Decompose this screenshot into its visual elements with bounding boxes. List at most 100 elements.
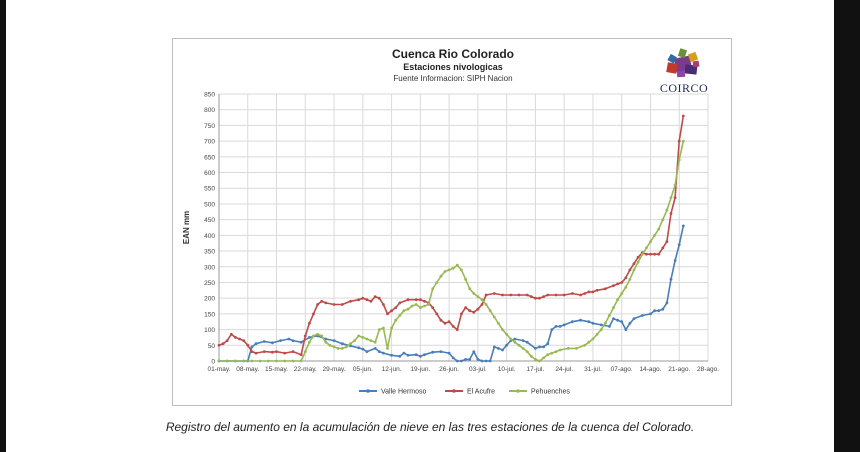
y-tick-label: 250 xyxy=(204,280,215,287)
x-tick-label: 07-ago. xyxy=(611,366,633,373)
data-point xyxy=(550,328,554,331)
legend-marker xyxy=(452,389,456,393)
chart-subtitle: Estaciones nivologicas xyxy=(403,62,503,72)
y-tick-label: 850 xyxy=(204,92,215,99)
data-point xyxy=(250,345,254,349)
data-point xyxy=(583,292,587,295)
data-point xyxy=(455,263,459,267)
data-point xyxy=(653,309,656,313)
data-point xyxy=(439,318,443,322)
figure-caption: Registro del aumento en la acumulación d… xyxy=(165,420,695,434)
data-point xyxy=(435,281,439,284)
x-tick-label: 12-jun. xyxy=(382,366,402,373)
data-point xyxy=(562,323,566,327)
data-point xyxy=(357,346,361,350)
data-point xyxy=(357,334,361,338)
data-point xyxy=(308,340,311,344)
data-point xyxy=(427,303,430,306)
data-point xyxy=(386,312,389,316)
data-point xyxy=(340,347,344,350)
data-point xyxy=(394,318,398,322)
data-point xyxy=(587,290,591,294)
data-point xyxy=(361,296,365,300)
legend-entry: Valle Hermoso xyxy=(359,389,426,396)
data-point xyxy=(624,285,628,289)
data-point xyxy=(645,252,648,256)
data-point xyxy=(291,350,295,353)
legend-label: Valle Hermoso xyxy=(381,389,426,396)
data-point xyxy=(624,276,628,280)
data-point xyxy=(612,284,615,287)
x-tick-label: 17-jul. xyxy=(527,366,545,373)
data-point xyxy=(649,252,652,256)
data-point xyxy=(645,246,648,250)
data-point xyxy=(365,337,369,341)
data-point xyxy=(669,277,673,281)
y-tick-label: 650 xyxy=(204,154,215,161)
data-point xyxy=(649,312,652,316)
data-point xyxy=(361,347,365,351)
data-point xyxy=(587,320,591,324)
data-point xyxy=(349,299,352,303)
data-point xyxy=(345,345,348,349)
data-point xyxy=(320,299,324,303)
data-point xyxy=(513,340,517,344)
data-point xyxy=(451,356,455,360)
data-point xyxy=(291,359,295,363)
right-border-bar xyxy=(834,0,860,452)
data-point xyxy=(525,350,529,353)
data-point xyxy=(373,295,377,298)
data-point xyxy=(406,353,410,357)
legend-marker xyxy=(366,389,370,393)
data-point xyxy=(497,321,500,325)
data-point xyxy=(250,350,254,353)
y-tick-label: 350 xyxy=(204,249,215,256)
y-tick-label: 600 xyxy=(204,170,215,177)
data-point xyxy=(423,304,426,308)
data-point xyxy=(529,295,533,298)
data-point xyxy=(616,298,619,302)
data-point xyxy=(435,312,439,316)
x-tick-label: 05-jun. xyxy=(353,366,373,373)
data-point xyxy=(546,353,550,357)
data-point xyxy=(636,260,640,264)
data-point xyxy=(423,353,426,357)
data-point xyxy=(365,350,369,353)
x-tick-label: 10-jul. xyxy=(498,366,516,373)
data-point xyxy=(653,252,656,256)
data-point xyxy=(608,314,611,317)
data-point xyxy=(661,218,665,222)
data-point xyxy=(632,268,636,272)
data-point xyxy=(439,274,443,278)
data-point xyxy=(410,304,414,308)
data-point xyxy=(665,301,669,305)
data-point xyxy=(550,351,554,355)
data-point xyxy=(431,306,435,309)
data-point xyxy=(665,208,669,212)
legend-entry: El Acufre xyxy=(445,389,495,396)
data-point xyxy=(525,340,529,344)
data-point xyxy=(439,350,443,353)
data-point xyxy=(579,318,582,322)
data-point xyxy=(488,309,492,313)
data-point xyxy=(373,340,377,344)
data-point xyxy=(299,359,303,363)
x-tick-label: 29-may. xyxy=(323,366,346,373)
y-tick-label: 150 xyxy=(204,311,215,318)
data-point xyxy=(497,347,500,350)
y-tick-label: 300 xyxy=(204,264,215,271)
data-point xyxy=(340,342,344,346)
data-point xyxy=(217,359,221,363)
data-point xyxy=(361,336,365,339)
data-point xyxy=(587,340,591,344)
data-point xyxy=(246,343,250,347)
data-point xyxy=(628,321,632,325)
data-point xyxy=(480,298,484,302)
data-point xyxy=(382,303,385,306)
data-point xyxy=(299,353,303,357)
data-point xyxy=(476,295,480,298)
data-point xyxy=(419,306,422,309)
data-point xyxy=(636,255,640,259)
data-point xyxy=(468,358,472,361)
data-point xyxy=(460,312,463,316)
